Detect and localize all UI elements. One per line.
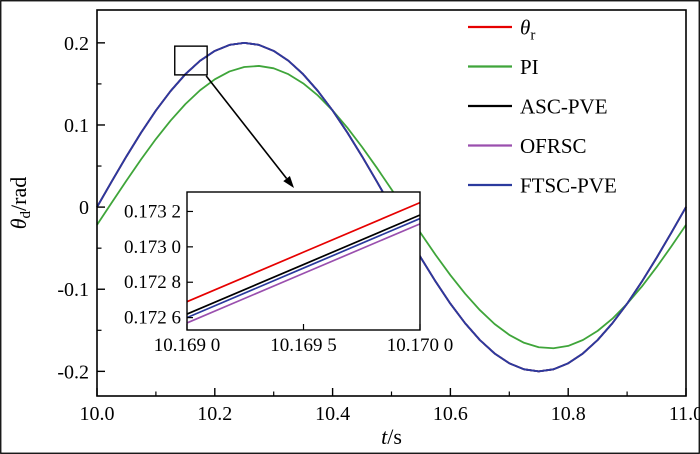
legend-label: OFRSC	[520, 134, 587, 158]
x-tick-label: 11.0	[669, 403, 700, 425]
y-tick-label: 0.2	[64, 33, 89, 55]
inset-y-tick-label: 0.173 0	[124, 237, 181, 258]
x-tick-label: 10.2	[197, 403, 232, 425]
x-tick-label: 10.6	[433, 403, 468, 425]
legend-item-θr: θr	[468, 16, 535, 44]
inset-series-line-OFRSC	[186, 223, 421, 324]
inset-x-tick-label: 10.169 5	[270, 335, 337, 356]
inset-background	[187, 192, 420, 330]
inset-y-tick-label: 0.173 2	[124, 201, 181, 222]
legend-label: θr	[520, 16, 535, 44]
y-tick-label: 0.1	[64, 115, 89, 137]
legend-item-PI: PI	[468, 55, 539, 79]
inset-x-tick-label: 10.170 0	[387, 335, 454, 356]
x-tick-label: 10.8	[551, 403, 586, 425]
inset-x-tick-label: 10.169 0	[154, 335, 221, 356]
inset-y-tick-label: 0.172 8	[124, 272, 181, 293]
x-axis-label: t/s	[381, 424, 402, 449]
zoom-arrow-line	[205, 75, 288, 180]
inset-series-line-FTSC-PVE	[186, 217, 421, 319]
y-axis-label: θd/rad	[6, 177, 34, 230]
series-line-PI	[96, 65, 687, 350]
zoom-region-rect	[174, 45, 208, 76]
y-tick-label: -0.1	[57, 279, 89, 301]
legend-label: FTSC-PVE	[520, 174, 617, 198]
inset-series-line-θr	[186, 201, 421, 303]
inset-y-tick-label: 0.172 6	[124, 308, 181, 329]
y-tick-label: 0	[79, 197, 89, 219]
legend-item-ASC-PVE: ASC-PVE	[468, 95, 608, 119]
legend-item-FTSC-PVE: FTSC-PVE	[468, 174, 617, 198]
legend-label: ASC-PVE	[520, 95, 608, 119]
zoom-arrow-head	[283, 175, 294, 188]
inset-series-line-ASC-PVE	[186, 214, 421, 315]
y-tick-label: -0.2	[57, 361, 89, 383]
legend-label: PI	[520, 55, 539, 79]
x-tick-label: 10.4	[315, 403, 350, 425]
legend-item-OFRSC: OFRSC	[468, 134, 587, 158]
x-tick-label: 10.0	[80, 403, 115, 425]
